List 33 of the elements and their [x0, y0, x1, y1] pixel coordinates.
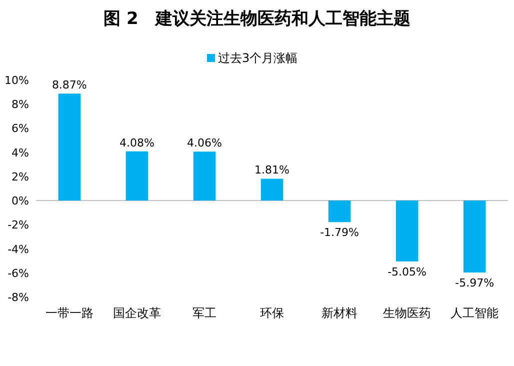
y-tick-label: 8%: [12, 98, 29, 112]
bar: [126, 151, 148, 201]
bar: [58, 94, 81, 201]
y-tick-label: 6%: [12, 122, 29, 136]
x-tick-label: 环保: [260, 306, 284, 320]
data-label: -5.97%: [455, 276, 494, 290]
y-tick-label: 0%: [12, 194, 29, 208]
data-label: -1.79%: [320, 226, 359, 240]
x-tick-label: 军工: [192, 306, 216, 320]
x-tick-label: 国企改革: [112, 306, 161, 320]
x-tick-label: 生物医药: [383, 306, 432, 320]
bar: [328, 200, 351, 222]
data-label: 4.08%: [119, 136, 154, 150]
y-tick-label: 2%: [12, 170, 29, 184]
data-label: 8.87%: [52, 78, 87, 92]
chart-title: 图 2 建议关注生物医药和人工智能主题: [104, 9, 410, 29]
legend-label: 过去3个月涨幅: [218, 51, 298, 65]
x-tick-label: 人工智能: [450, 306, 499, 320]
y-tick-label: -2%: [8, 218, 29, 232]
data-label: 1.81%: [254, 164, 290, 177]
x-tick-label: 新材料: [322, 306, 358, 320]
y-tick-label: -8%: [8, 291, 29, 304]
bar: [463, 200, 486, 273]
bar: [260, 178, 284, 201]
bar: [396, 200, 418, 262]
y-tick-label: 10%: [4, 74, 29, 87]
bar: [193, 152, 216, 201]
data-label: -5.05%: [388, 265, 427, 278]
y-tick-label: -4%: [8, 242, 29, 256]
y-tick-label: -6%: [8, 266, 29, 280]
data-label: 4.06%: [187, 136, 222, 150]
x-tick-label: 一带一路: [45, 306, 94, 320]
y-tick-label: 4%: [12, 146, 29, 160]
